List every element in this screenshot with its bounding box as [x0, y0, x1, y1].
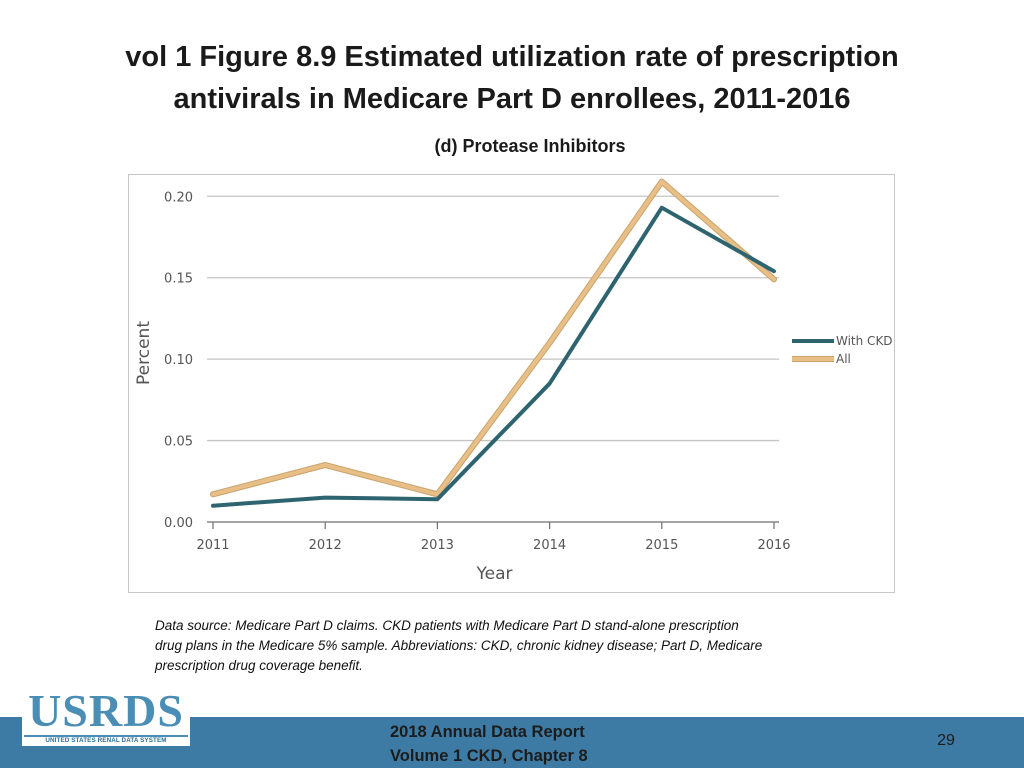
x-tick-label: 2014: [533, 538, 566, 553]
source-note-line-3: prescription drug coverage benefit.: [155, 658, 363, 673]
series-line-all: [211, 179, 776, 497]
x-tick-label: 2012: [309, 538, 342, 553]
logo-wordmark: USRDS: [28, 685, 184, 736]
series-lines: [210, 178, 777, 508]
source-note-line-1: Data source: Medicare Part D claims. CKD…: [155, 618, 739, 633]
x-tick-label: 2013: [421, 538, 454, 553]
data-source-note: Data source: Medicare Part D claims. CKD…: [155, 616, 875, 676]
y-tick-label: 0.10: [164, 353, 193, 368]
y-tick-label: 0.15: [164, 272, 193, 287]
y-tick-label: 0.20: [164, 190, 193, 205]
x-axis-title: Year: [476, 564, 513, 584]
x-tick-label: 2011: [196, 538, 229, 553]
slide-title: vol 1 Figure 8.9 Estimated utilization r…: [60, 36, 964, 120]
series-line-outline-all: [210, 178, 777, 498]
footer-line-2: Volume 1 CKD, Chapter 8: [390, 747, 588, 765]
series-line-with-ckd: [211, 205, 776, 508]
logo-subtitle: UNITED STATES RENAL DATA SYSTEM: [45, 737, 167, 744]
source-note-line-2: drug plans in the Medicare 5% sample. Ab…: [155, 638, 763, 653]
slide-title-line-1: vol 1 Figure 8.9 Estimated utilization r…: [125, 41, 899, 73]
slide-title-line-2: antivirals in Medicare Part D enrollees,…: [173, 83, 851, 115]
legend: With CKD All: [792, 334, 893, 366]
line-chart: 0.00 0.05 0.10 0.15 0.20 2011 2012 2013 2014 2015…: [134, 178, 893, 584]
footer-line-1: 2018 Annual Data Report: [390, 723, 585, 741]
y-axis-title: Percent: [134, 321, 154, 385]
y-tick-label: 0.00: [164, 516, 193, 531]
y-tick-label: 0.05: [164, 435, 193, 450]
chart-subtitle: (d) Protease Inhibitors: [434, 136, 626, 156]
page-number: 29: [937, 732, 955, 749]
legend-with-ckd-label: With CKD: [836, 334, 893, 348]
grid-lines: [207, 195, 779, 442]
logo-divider: [24, 735, 188, 737]
axes: [207, 521, 779, 529]
footer-report-title: 2018 Annual Data Report Volume 1 CKD, Ch…: [390, 720, 650, 768]
x-tick-label: 2016: [757, 538, 790, 553]
axis-labels: 0.00 0.05 0.10 0.15 0.20 2011 2012 2013 2014 2015…: [134, 190, 791, 584]
chart-frame: 0.00 0.05 0.10 0.15 0.20 2011 2012 2013 2014 2015…: [128, 174, 895, 593]
x-tick-label: 2015: [645, 538, 678, 553]
usrds-logo: USRDS UNITED STATES RENAL DATA SYSTEM: [22, 686, 190, 746]
legend-all-label: All: [836, 352, 851, 366]
